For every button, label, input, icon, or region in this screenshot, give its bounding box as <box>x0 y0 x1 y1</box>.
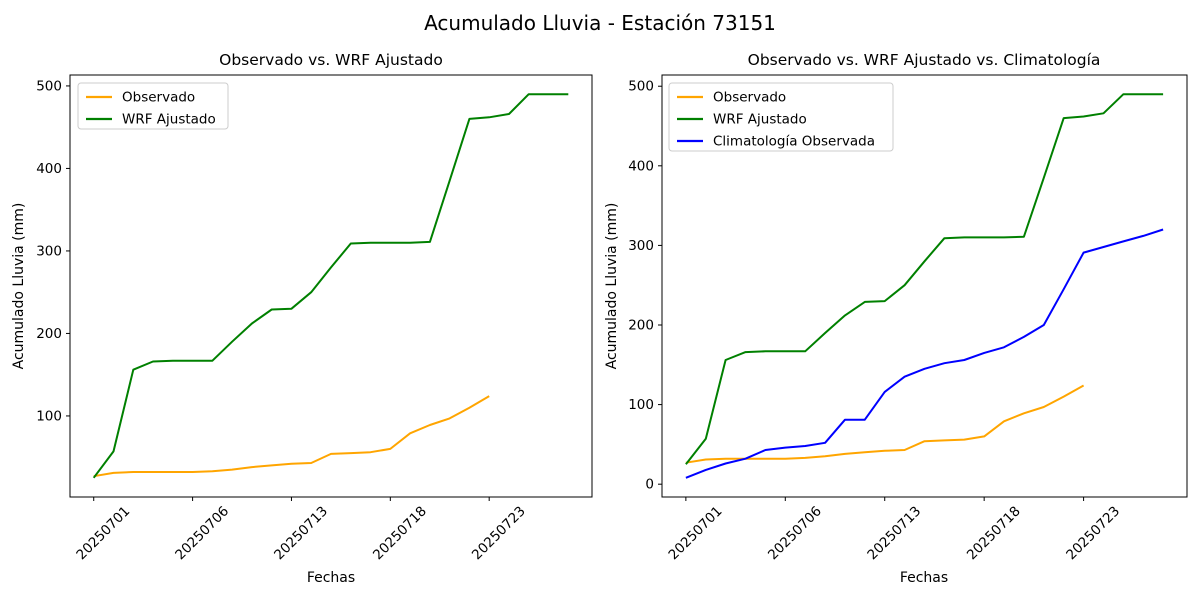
x-tick-label: 20250701 <box>73 503 133 563</box>
left-xaxis-label: Fechas <box>307 570 355 586</box>
legend-label-wrf-ajustado: WRF Ajustado <box>713 112 807 128</box>
left-legend-box <box>77 82 229 130</box>
right-xaxis-label: Fechas <box>900 570 948 586</box>
series-line-wrf-ajustado <box>685 93 1164 465</box>
series-line-climatolog-a-observada <box>685 228 1164 479</box>
y-tick-label: 200 <box>36 326 62 342</box>
series-line-wrf-ajustado <box>92 93 569 479</box>
figure-title: Acumulado Lluvia - Estación 73151 <box>424 11 776 35</box>
y-tick-label: 100 <box>628 397 654 413</box>
x-tick-label: 20250706 <box>765 503 825 563</box>
y-tick-label: 500 <box>628 79 654 95</box>
x-tick-label: 20250718 <box>370 503 430 563</box>
legend-label-wrf-ajustado: WRF Ajustado <box>122 112 216 128</box>
left-subplot: Observado vs. WRF Ajustado Fechas Acumul… <box>11 51 593 586</box>
left-plot-area <box>69 74 593 498</box>
x-tick-label: 20250718 <box>964 503 1024 563</box>
right-legend: Observado WRF Ajustado Climatología Obse… <box>668 82 894 152</box>
y-tick-label: 100 <box>36 408 62 424</box>
y-tick-label: 0 <box>645 477 654 493</box>
y-tick-label: 500 <box>36 78 62 94</box>
y-tick-label: 400 <box>628 158 654 174</box>
x-tick-label: 20250713 <box>271 503 331 563</box>
legend-label-climatologia: Climatología Observada <box>713 134 875 150</box>
left-yaxis-label: Acumulado Lluvia (mm) <box>11 203 27 370</box>
legend-label-observado: Observado <box>122 90 195 106</box>
x-tick-label: 20250723 <box>1063 503 1123 563</box>
x-tick-label: 20250701 <box>666 503 726 563</box>
x-tick-label: 20250723 <box>469 503 529 563</box>
y-tick-label: 400 <box>36 161 62 177</box>
right-subplot-title: Observado vs. WRF Ajustado vs. Climatolo… <box>748 51 1101 69</box>
left-legend: Observado WRF Ajustado <box>77 82 229 130</box>
series-line-observado <box>685 384 1085 464</box>
x-tick-label: 20250706 <box>172 503 232 563</box>
legend-label-observado: Observado <box>713 90 786 106</box>
series-line-observado <box>93 395 490 478</box>
right-yaxis-label: Acumulado Lluvia (mm) <box>604 203 620 370</box>
right-subplot: Observado vs. WRF Ajustado vs. Climatolo… <box>604 51 1188 586</box>
right-legend-box <box>668 82 894 152</box>
y-tick-label: 200 <box>628 318 654 334</box>
y-tick-label: 300 <box>628 238 654 254</box>
right-plot-area <box>661 74 1188 498</box>
x-tick-label: 20250713 <box>864 503 924 563</box>
left-plot-content: 100 200 300 400 500 20250701 20250706 20250713 2… <box>36 78 569 563</box>
y-tick-label: 300 <box>36 243 62 259</box>
left-subplot-title: Observado vs. WRF Ajustado <box>219 51 443 69</box>
